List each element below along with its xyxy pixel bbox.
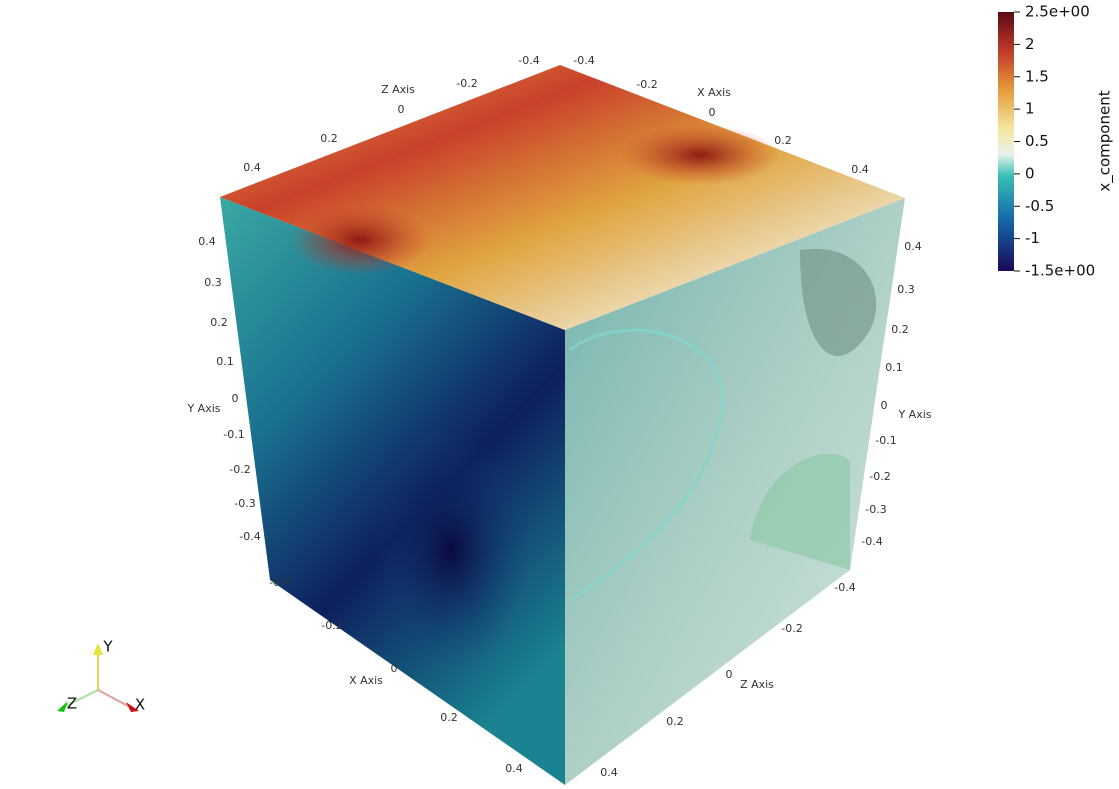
axis-title: Y Axis (897, 408, 931, 421)
z-axis-arrow (65, 689, 99, 707)
tick-label: 0.2 (320, 132, 338, 145)
tick-label: -0.4 (269, 576, 290, 589)
y-label: Y (102, 638, 113, 656)
x-axis-arrow (97, 689, 131, 708)
tick-label: 0.4 (243, 161, 261, 174)
color-legend: x_component 2.5e+00 2 1.5 1 0.5 0 -0.5 -1 -1.5e+… (998, 3, 1115, 280)
tick-label: 0 (391, 662, 398, 675)
axis-title: Z Axis (740, 678, 774, 691)
tick-label: -0.2 (456, 77, 477, 90)
z-arrowhead (57, 701, 68, 712)
axis-title: Y Axis (186, 402, 220, 415)
tick-label: -0.2 (781, 622, 802, 635)
tick-label: -0.4 (239, 530, 260, 543)
color-tick-label: 0.5 (1025, 132, 1049, 150)
tick-label: -0.2 (321, 619, 342, 632)
tick-label: 0.4 (505, 762, 523, 775)
color-tick-label: -1.5e+00 (1025, 262, 1095, 280)
tick-label: -0.1 (223, 428, 244, 441)
contour (569, 329, 724, 602)
axis-title: X Axis (349, 674, 383, 687)
vortex (290, 205, 430, 275)
color-tick-label: 0 (1025, 164, 1035, 182)
axes-labels: Z Axis 0.4 0.2 0 -0.2 -0.4 X Axis -0.4 -… (186, 54, 931, 779)
tick-label: 0 (881, 399, 888, 412)
color-tick-label: 2 (1025, 35, 1035, 53)
tick-label: -0.4 (573, 54, 594, 67)
vortex (620, 125, 780, 185)
tick-label: 0.2 (210, 316, 228, 329)
color-tick-label: 2.5e+00 (1025, 3, 1090, 21)
axis-title: X Axis (697, 86, 731, 99)
tick-label: 0.4 (198, 235, 216, 248)
tick-label: 0.2 (666, 715, 684, 728)
y-arrowhead (93, 643, 103, 655)
vortex (370, 430, 530, 670)
top-face (220, 65, 905, 330)
x-arrowhead (126, 702, 139, 712)
tick-label: 0.1 (885, 361, 903, 374)
tick-label: -0.2 (869, 470, 890, 483)
tick-label: -0.4 (834, 581, 855, 594)
tick-label: 0.4 (904, 240, 922, 253)
tick-label: 0.4 (600, 766, 618, 779)
tick-label: -0.4 (861, 535, 882, 548)
tick-label: 0.3 (204, 276, 222, 289)
tick-label: -0.2 (229, 463, 250, 476)
x-label: X (135, 696, 145, 714)
tick-label: -0.4 (518, 54, 539, 67)
color-tick-label: -0.5 (1025, 197, 1054, 215)
color-tick-label: -1 (1025, 229, 1040, 247)
tick-label: 0 (726, 668, 733, 681)
tick-label: 0.3 (897, 283, 915, 296)
cube (220, 65, 905, 785)
tick-label: 0 (709, 106, 716, 119)
tick-label: -0.2 (636, 78, 657, 91)
axis-title: Z Axis (381, 83, 415, 96)
tick-label: -0.1 (875, 434, 896, 447)
tick-label: -0.3 (865, 503, 886, 516)
tick-label: 0.2 (891, 323, 909, 336)
z-label: Z (67, 695, 77, 713)
tick-label: 0.4 (851, 163, 869, 176)
contour (750, 453, 850, 570)
color-bar (998, 12, 1014, 271)
orientation-axes: Y X Z (57, 638, 145, 714)
tick-label: 0.2 (774, 134, 792, 147)
tick-label: 0 (398, 103, 405, 116)
color-legend-title: x_component (1096, 90, 1115, 191)
tick-label: 0.1 (216, 355, 234, 368)
contour (800, 248, 877, 356)
tick-label: 0.2 (440, 711, 458, 724)
color-tick-label: 1 (1025, 100, 1035, 118)
color-tick-label: 1.5 (1025, 67, 1049, 85)
tick-label: 0 (232, 392, 239, 405)
tick-label: -0.3 (234, 497, 255, 510)
